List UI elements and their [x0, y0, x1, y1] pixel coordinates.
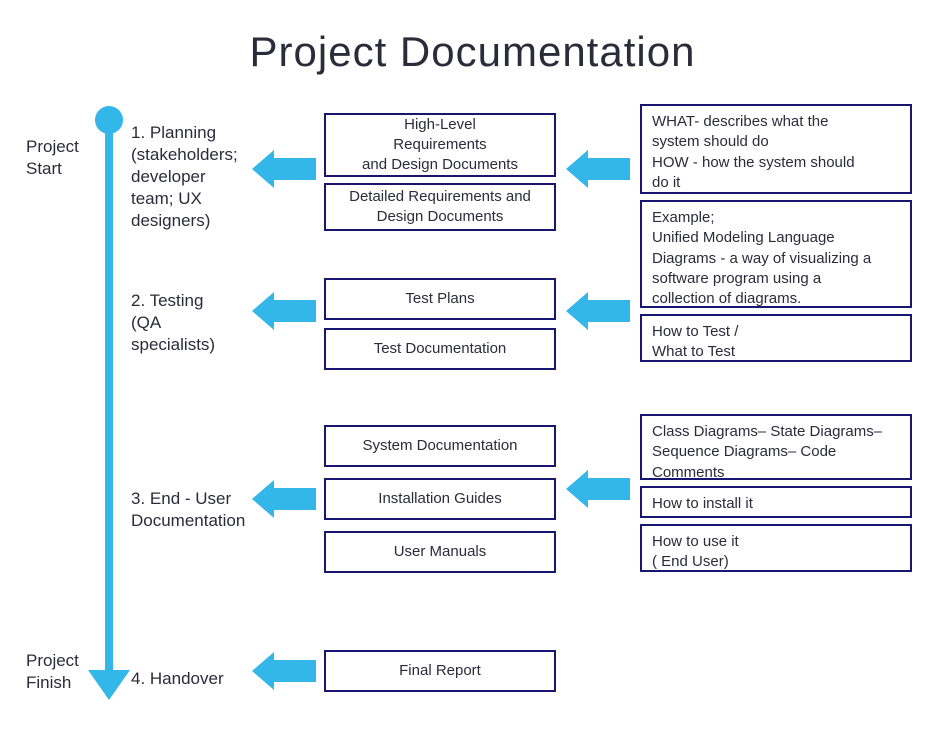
- box-detailed-requirements: Detailed Requirements and Design Documen…: [324, 183, 556, 231]
- box-system-documentation: System Documentation: [324, 425, 556, 467]
- desc-uml-example: Example; Unified Modeling Language Diagr…: [640, 200, 912, 308]
- timeline-bar: [105, 117, 113, 677]
- phase-4-label: 4. Handover: [131, 668, 224, 690]
- box-user-manuals: User Manuals: [324, 531, 556, 573]
- desc-class-diagrams: Class Diagrams– State Diagrams– Sequence…: [640, 414, 912, 480]
- timeline-end-arrow: [88, 670, 130, 700]
- phase-1-label: 1. Planning (stakeholders; developer tea…: [131, 122, 238, 232]
- desc-how-what-test: How to Test / What to Test: [640, 314, 912, 362]
- desc-how-use: How to use it ( End User): [640, 524, 912, 572]
- box-high-level-requirements: High-Level Requirements and Design Docum…: [324, 113, 556, 177]
- box-final-report: Final Report: [324, 650, 556, 692]
- box-test-documentation: Test Documentation: [324, 328, 556, 370]
- page-title: Project Documentation: [0, 28, 945, 76]
- box-test-plans: Test Plans: [324, 278, 556, 320]
- phase-2-label: 2. Testing (QA specialists): [131, 290, 215, 356]
- box-installation-guides: Installation Guides: [324, 478, 556, 520]
- desc-how-install: How to install it: [640, 486, 912, 518]
- desc-what-how: WHAT- describes what the system should d…: [640, 104, 912, 194]
- project-finish-label: Project Finish: [26, 650, 79, 694]
- phase-3-label: 3. End - User Documentation: [131, 488, 245, 532]
- project-start-label: Project Start: [26, 136, 79, 180]
